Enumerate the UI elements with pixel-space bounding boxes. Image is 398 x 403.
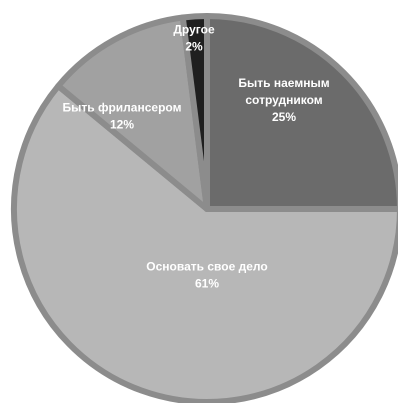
slice-value-label: 2% [185, 40, 203, 54]
pie-slice-0 [204, 13, 398, 212]
pie-labels: Быть наемным сотрудником 25% Основать свое … [63, 23, 330, 291]
slice-category-label: Другое [173, 23, 215, 37]
slice-category-label: Быть фрилансером [63, 101, 182, 115]
slice-label-1: Основать свое дело 61% [146, 260, 267, 291]
slice-value-label: 12% [110, 118, 134, 132]
slice-category-label: Основать свое дело [146, 260, 267, 274]
pie-slice-1 [11, 82, 398, 403]
slice-value-label: 61% [195, 277, 219, 291]
slice-value-label: 25% [272, 110, 296, 124]
slice-category-label: Быть наемным [238, 76, 329, 90]
slice-label-3: Другое 2% [173, 23, 215, 54]
pie-slice-3 [179, 13, 210, 212]
slice-category-label: сотрудником [245, 93, 322, 107]
slice-label-0: Быть наемным сотрудником 25% [238, 76, 329, 124]
pie-slice-2 [55, 14, 210, 212]
slice-label-2: Быть фрилансером 12% [63, 101, 182, 132]
pie-slices [11, 13, 398, 403]
